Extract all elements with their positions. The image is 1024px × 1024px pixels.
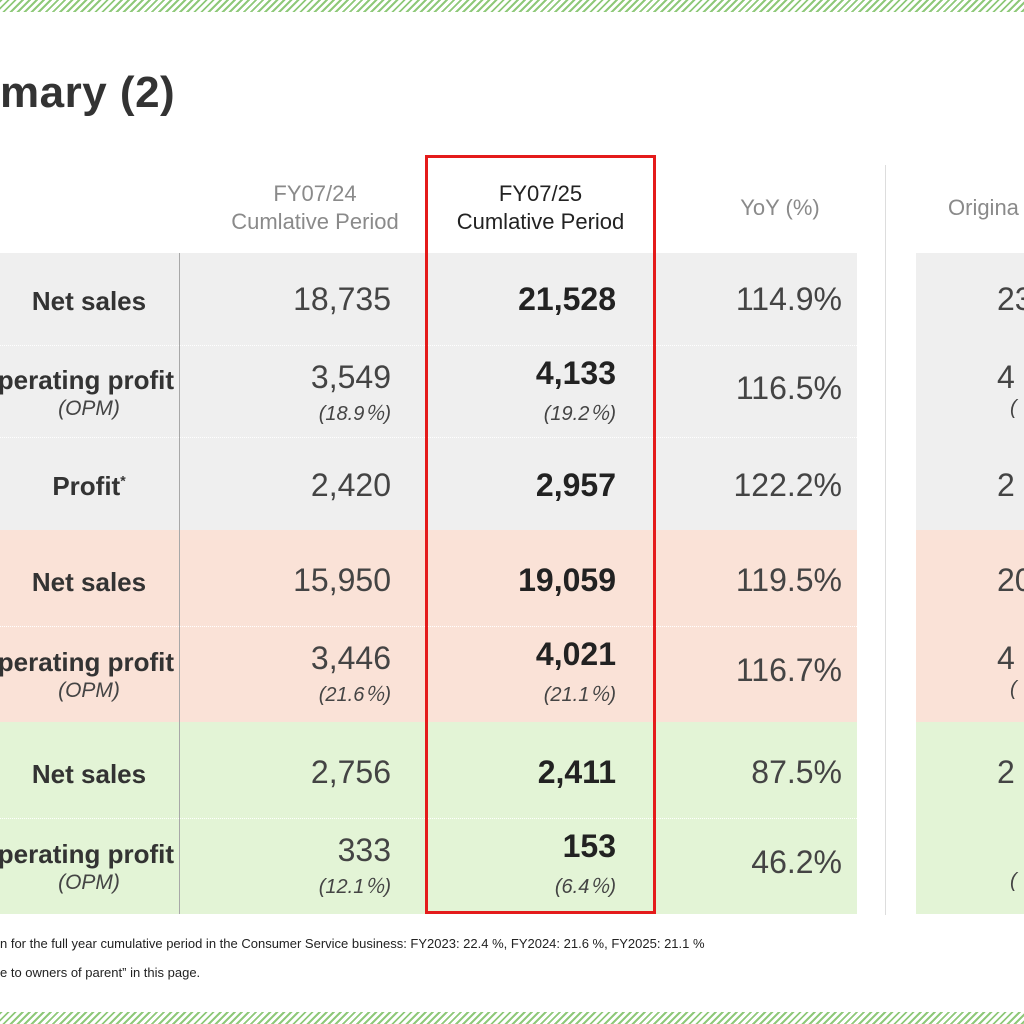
row-label: Net sales [31, 759, 147, 789]
value-current: 21,528 [518, 281, 616, 317]
value-original-opm: ( [1010, 870, 1017, 892]
section-separator [885, 165, 886, 915]
value-original-opm: ( [1010, 678, 1017, 700]
band-other-segment-right [916, 722, 1024, 914]
column-header-original: Origina [948, 195, 1019, 220]
value-prev-opm: (21.6％) [318, 684, 391, 706]
column-header-yoy: YoY (%) [740, 195, 820, 220]
value-yoy: 119.5% [735, 562, 842, 598]
column-header-prev-line1: FY07/24 [273, 181, 357, 206]
footnote: n for the full year cumulative period in… [0, 936, 705, 951]
column-header-prev-line2: Cumlative Period [231, 209, 399, 234]
value-current: 153 [562, 828, 616, 864]
row-label: perating profit [0, 839, 174, 869]
row-label: Profit* [0, 471, 178, 502]
page-title: mary (2) [0, 68, 176, 117]
value-yoy: 87.5% [751, 754, 842, 790]
value-current-opm: (6.4％) [554, 876, 616, 898]
value-yoy: 114.9% [735, 281, 842, 317]
row-divider [0, 626, 857, 627]
value-original: 4 [997, 640, 1015, 676]
band-consolidated-right [916, 253, 1024, 530]
column-header-current-line1: FY07/25 [498, 181, 583, 206]
band-consolidated [0, 253, 857, 530]
value-prev: 18,735 [293, 281, 391, 317]
band-consumer-service-right [916, 530, 1024, 722]
row-label: perating profit [0, 365, 174, 395]
row-sublabel: (OPM) [58, 871, 120, 894]
value-yoy: 116.5% [735, 370, 842, 406]
value-current-opm: (19.2％) [543, 403, 616, 425]
top-decorative-stripe [0, 0, 1024, 12]
row-sublabel: (OPM) [58, 679, 120, 702]
column-header-current-line2: Cumlative Period [456, 209, 625, 234]
value-prev: 333 [337, 832, 391, 868]
footnote-marker: * [120, 472, 126, 489]
value-original: 2 [997, 754, 1015, 790]
value-original: 23 [997, 281, 1024, 317]
value-yoy: 122.2% [733, 467, 842, 503]
value-current-opm: (21.1％) [543, 684, 616, 706]
value-prev: 15,950 [293, 562, 391, 598]
value-original: 20 [997, 562, 1024, 598]
value-prev: 2,756 [310, 754, 391, 790]
row-label-text: Profit [52, 471, 121, 501]
row-label: Net sales [31, 567, 147, 597]
value-prev-opm: (18.9％) [318, 403, 391, 425]
value-current: 2,411 [537, 754, 616, 790]
value-current: 4,133 [535, 355, 616, 391]
row-divider [0, 437, 857, 438]
value-prev: 3,549 [310, 359, 391, 395]
value-yoy: 116.7% [735, 652, 842, 688]
column-header-prev: FY07/24 Cumlative Period [200, 180, 430, 236]
column-header-current: FY07/25 Cumlative Period [425, 180, 656, 236]
value-current: 4,021 [535, 636, 616, 672]
row-divider [0, 345, 857, 346]
value-yoy: 46.2% [751, 844, 842, 880]
value-current: 19,059 [518, 562, 616, 598]
value-original: 2 [997, 467, 1015, 503]
value-prev: 3,446 [310, 640, 391, 676]
value-prev-opm: (12.1％) [318, 876, 391, 898]
row-label: Net sales [31, 286, 147, 316]
current-period-highlight-box [425, 155, 656, 914]
value-original: 4 [997, 359, 1015, 395]
footnote: e to owners of parent” in this page. [0, 965, 201, 980]
value-prev: 2,420 [310, 467, 391, 503]
bottom-decorative-stripe [0, 1012, 1024, 1024]
value-original-opm: ( [1010, 397, 1017, 419]
row-sublabel: (OPM) [58, 397, 120, 420]
row-label: perating profit [0, 647, 174, 677]
label-column-divider [179, 253, 180, 914]
row-divider [0, 818, 857, 819]
value-current: 2,957 [535, 467, 616, 503]
